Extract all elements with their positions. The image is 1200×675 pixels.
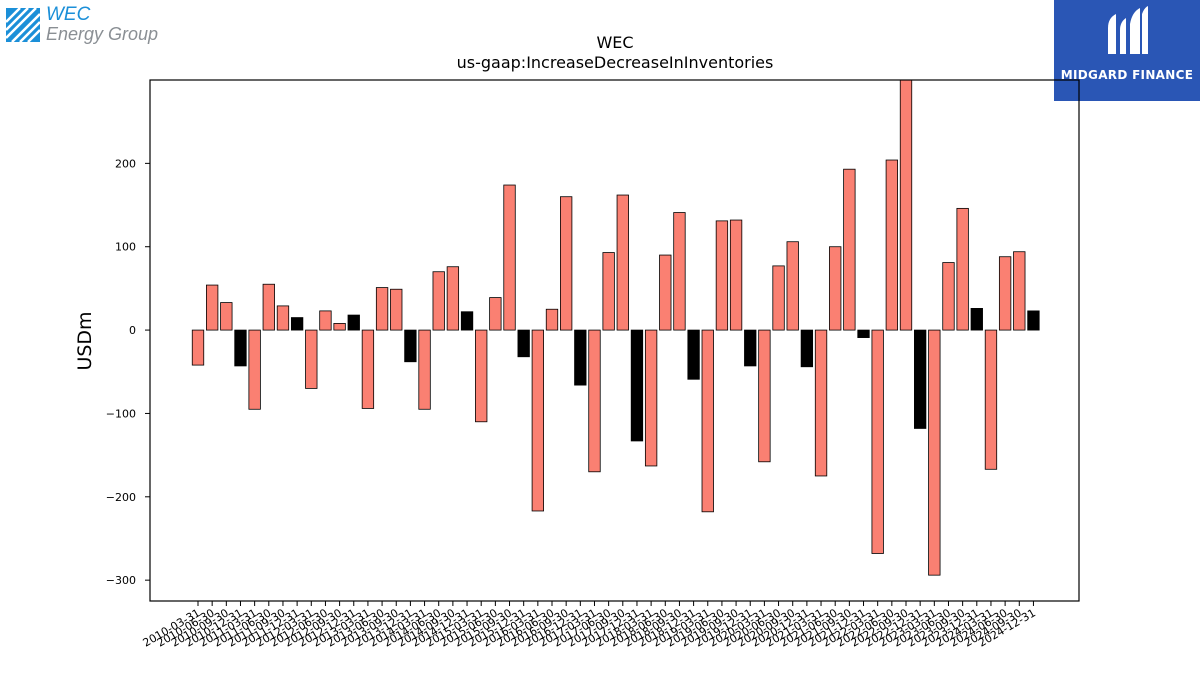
bar (928, 329, 941, 576)
x-axis-ticks: 2010-03-312010-06-302010-09-302010-12-31… (141, 601, 1038, 650)
bar (248, 329, 261, 410)
midgard-logo-icon (1108, 6, 1148, 54)
bar (517, 329, 530, 358)
bar (588, 329, 601, 473)
bar (418, 329, 431, 410)
bar (276, 305, 290, 331)
bar (871, 329, 884, 554)
bar (545, 308, 559, 331)
bar (673, 212, 686, 331)
y-tick-label: 100 (115, 241, 136, 254)
bar (814, 329, 828, 477)
bar (786, 241, 799, 331)
bar (1027, 310, 1040, 331)
bar (885, 159, 898, 331)
brand-name: WEC (46, 4, 91, 25)
bar (602, 252, 615, 331)
bar (347, 314, 360, 331)
bar (644, 329, 658, 467)
bar (984, 329, 998, 470)
bar (659, 254, 672, 331)
y-axis-label: USDm (74, 311, 96, 370)
bar (361, 329, 375, 409)
bar (744, 329, 757, 367)
brand-subname: Energy Group (46, 24, 159, 44)
bar (843, 168, 856, 331)
bar (701, 329, 714, 513)
bars-group (191, 79, 1040, 576)
bar (829, 246, 842, 331)
bar (446, 266, 460, 331)
bar (305, 329, 318, 389)
bar (914, 329, 927, 429)
plot-frame (149, 79, 1080, 602)
bar (574, 329, 587, 386)
bar (375, 287, 389, 331)
bar (729, 219, 743, 331)
bar (899, 79, 913, 331)
bar (220, 302, 233, 331)
bar (616, 194, 629, 331)
bar (191, 329, 205, 366)
bar (262, 283, 275, 331)
bar (857, 329, 870, 338)
bar (404, 329, 417, 363)
wec-logo: WEC Energy Group (6, 4, 166, 46)
bar (956, 207, 969, 331)
bar (503, 184, 516, 331)
bar (206, 284, 219, 331)
bar (942, 262, 955, 331)
bar (319, 310, 332, 331)
y-axis-ticks: −300 −200 −100 0 200 100 (106, 157, 150, 587)
bar (475, 329, 488, 423)
chart-subtitle: us-gaap:IncreaseDecreaseInInventories (457, 53, 774, 72)
y-tick-label: 200 (115, 157, 136, 170)
bar (460, 311, 474, 331)
bar (489, 297, 502, 331)
bar (560, 196, 573, 331)
bar (715, 220, 729, 331)
bar (333, 323, 346, 331)
chart-title: WEC (596, 33, 633, 52)
y-tick-label: −100 (106, 407, 136, 420)
bar (432, 271, 445, 331)
bar (531, 329, 544, 512)
bar (630, 329, 644, 442)
bar (998, 256, 1012, 331)
y-tick-label: −300 (106, 574, 136, 587)
badge-text: MIDGARD FINANCE (1060, 68, 1194, 82)
bar (800, 329, 814, 368)
bar (290, 317, 304, 331)
midgard-finance-badge: MIDGARD FINANCE (1054, 0, 1200, 101)
bar (970, 308, 983, 331)
bar (687, 329, 700, 380)
bar (234, 329, 247, 367)
y-tick-label: 0 (129, 324, 136, 337)
bar (1013, 251, 1026, 331)
bar (758, 329, 771, 463)
wec-logo-icon (6, 8, 41, 43)
y-tick-label: −200 (106, 491, 136, 504)
bar (390, 288, 403, 331)
bar (772, 265, 785, 331)
